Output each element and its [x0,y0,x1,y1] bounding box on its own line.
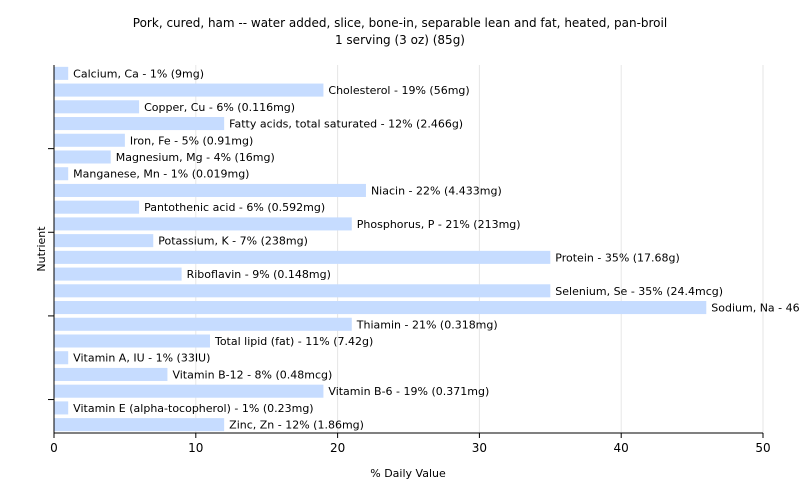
chart-subtitle: 1 serving (3 oz) (85g) [335,33,465,47]
x-axis-label: % Daily Value [370,467,446,480]
bar-label: Niacin - 22% (4.433mg) [371,184,502,197]
bar [54,66,69,80]
bar-label: Manganese, Mn - 1% (0.019mg) [73,168,249,181]
bar [54,401,69,415]
bar-label: Vitamin B-12 - 8% (0.48mcg) [172,368,332,381]
bar [54,267,182,281]
bar [54,117,225,131]
bar-label: Riboflavin - 9% (0.148mg) [187,268,331,281]
bar-label: Vitamin E (alpha-tocopherol) - 1% (0.23m… [73,402,313,415]
bar-labels-group: Calcium, Ca - 1% (9mg) Cholesterol - 19% … [73,67,800,431]
bar [54,367,168,381]
bar-label: Selenium, Se - 35% (24.4mcg) [555,285,723,298]
bar [54,418,225,432]
bar [54,133,125,147]
x-tick-label: 50 [755,441,770,455]
bar [54,250,551,264]
x-tick-label: 0 [50,441,58,455]
bar [54,317,352,331]
bar-label: Iron, Fe - 5% (0.91mg) [130,134,253,147]
bar-label: Total lipid (fat) - 11% (7.42g) [214,335,373,348]
bar [54,83,324,97]
bar-label: Protein - 35% (17.68g) [555,251,680,264]
bar-label: Potassium, K - 7% (238mg) [158,235,308,248]
x-tick-label: 20 [330,441,345,455]
bar-label: Calcium, Ca - 1% (9mg) [73,67,204,80]
bar [54,200,140,214]
bar-label: Phosphorus, P - 21% (213mg) [357,218,521,231]
bar-label: Pantothenic acid - 6% (0.592mg) [144,201,325,214]
bar-label: Sodium, Na - 46% (1113mg) [711,302,800,315]
bar-label: Magnesium, Mg - 4% (16mg) [116,151,275,164]
bar [54,217,352,231]
bar [54,384,324,398]
bar [54,234,154,248]
x-tick-label: 10 [188,441,203,455]
x-tick-label: 30 [472,441,487,455]
bar-label: Vitamin B-6 - 19% (0.371mg) [328,385,489,398]
axes-group: 0 10 20 30 40 50 [48,65,771,455]
y-axis-label: Nutrient [35,226,48,272]
x-tick-label: 40 [614,441,629,455]
bar [54,150,111,164]
bar [54,100,140,114]
bar [54,351,69,365]
bar [54,284,551,298]
bar [54,183,366,197]
bar-label: Vitamin A, IU - 1% (33IU) [73,352,210,365]
bar-label: Copper, Cu - 6% (0.116mg) [144,101,295,114]
bar [54,167,69,181]
grid-lines [195,65,764,433]
chart-title: Pork, cured, ham -- water added, slice, … [133,16,667,30]
bar-label: Cholesterol - 19% (56mg) [328,84,469,97]
bar [54,334,210,348]
bar-label: Fatty acids, total saturated - 12% (2.46… [229,118,463,131]
bar-label: Thiamin - 21% (0.318mg) [356,318,498,331]
bar [54,301,707,315]
bars-group [54,66,707,432]
bar-label: Zinc, Zn - 12% (1.86mg) [229,419,364,432]
